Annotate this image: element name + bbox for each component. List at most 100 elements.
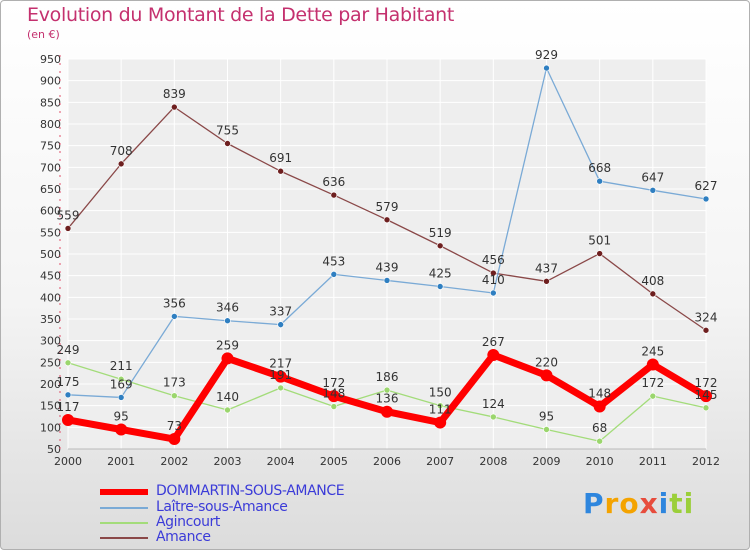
logo-letter: P: [583, 487, 605, 520]
data-point: [117, 160, 125, 168]
data-point: [64, 359, 72, 367]
y-tick-label: 500: [40, 248, 61, 261]
data-point: [436, 402, 444, 409]
data-point: [540, 369, 553, 382]
y-tick-label: 700: [40, 161, 61, 174]
y-tick-label: 950: [40, 53, 61, 66]
y-tick-label: 200: [40, 378, 61, 391]
y-tick-label: 850: [40, 96, 61, 109]
y-tick-label: 750: [40, 140, 61, 153]
legend-label: Amance: [156, 529, 211, 545]
data-label: 437: [535, 261, 558, 275]
data-label: 929: [535, 48, 558, 62]
y-tick-label: 800: [40, 118, 61, 131]
data-label: 839: [163, 87, 186, 101]
x-tick-label: 2009: [533, 455, 561, 468]
y-tick-label: 350: [40, 313, 61, 326]
data-point: [434, 416, 447, 429]
data-label: 217: [269, 357, 292, 371]
data-point: [168, 433, 181, 446]
y-tick-label: 100: [40, 421, 61, 434]
logo-letter: i: [658, 487, 670, 520]
proxiti-logo: Proxiti: [583, 487, 694, 520]
legend-label: DOMMARTIN-SOUS-AMANCE: [156, 483, 345, 499]
x-tick-label: 2007: [426, 455, 454, 468]
data-point: [490, 269, 497, 277]
data-label: 456: [482, 253, 505, 267]
data-point: [381, 405, 393, 418]
data-label: 755: [216, 124, 239, 138]
y-tick-label: 900: [40, 75, 61, 88]
data-point: [593, 400, 606, 413]
y-tick-label: 450: [40, 270, 61, 283]
data-point: [490, 289, 497, 297]
y-tick-label: 300: [40, 335, 61, 348]
data-point: [330, 403, 338, 410]
x-tick-label: 2001: [107, 455, 135, 468]
data-point: [649, 187, 657, 194]
data-label: 425: [429, 267, 452, 281]
data-point: [646, 358, 659, 371]
data-label: 172: [322, 376, 345, 390]
data-label: 95: [539, 410, 554, 424]
legend-swatch: [100, 507, 148, 509]
data-point: [702, 326, 710, 334]
data-label: 356: [163, 296, 186, 310]
data-label: 148: [322, 387, 345, 401]
data-point: [277, 167, 284, 175]
data-point: [702, 195, 710, 203]
data-label: 636: [322, 175, 345, 189]
x-tick-label: 2006: [373, 455, 401, 468]
data-point: [117, 394, 125, 401]
data-label: 453: [322, 254, 345, 268]
x-tick-label: 2008: [479, 455, 507, 468]
x-tick-label: 2011: [639, 455, 667, 468]
data-point: [330, 271, 338, 278]
data-point: [543, 64, 550, 72]
data-label: 136: [376, 392, 399, 406]
data-label: 691: [269, 151, 292, 165]
x-tick-label: 2012: [692, 455, 720, 468]
data-label: 267: [482, 335, 505, 349]
data-point: [543, 426, 550, 433]
y-tick-label: 550: [40, 226, 61, 239]
data-point: [115, 423, 128, 436]
data-label: 559: [57, 208, 80, 222]
logo-letter: i: [683, 487, 695, 520]
data-label: 519: [429, 226, 452, 240]
data-label: 172: [695, 376, 718, 390]
data-point: [383, 386, 391, 394]
data-label: 668: [588, 161, 611, 175]
data-point: [596, 177, 603, 185]
data-label: 173: [163, 376, 186, 390]
data-point: [64, 225, 72, 232]
logo-letter: x: [639, 487, 659, 520]
data-label: 245: [641, 345, 664, 359]
x-tick-label: 2000: [54, 455, 82, 468]
data-label: 117: [57, 400, 80, 414]
unit-label: (en €): [27, 28, 60, 41]
data-label: 346: [216, 301, 239, 315]
data-point: [327, 390, 340, 403]
data-point: [171, 392, 178, 400]
data-label: 439: [376, 260, 399, 274]
data-point: [224, 406, 231, 414]
x-tick-label: 2010: [586, 455, 614, 468]
data-label: 211: [110, 359, 133, 373]
data-label: 220: [535, 355, 558, 369]
data-point: [490, 413, 497, 421]
legend-swatch: [100, 522, 148, 524]
data-point: [171, 313, 178, 320]
data-point: [224, 140, 231, 147]
data-label: 145: [695, 388, 718, 402]
data-label: 68: [592, 421, 607, 435]
data-point: [596, 250, 603, 257]
data-label: 410: [482, 273, 505, 287]
y-tick-label: 250: [40, 356, 61, 369]
data-point: [221, 352, 234, 365]
data-label: 169: [110, 377, 133, 391]
data-label: 337: [269, 305, 292, 319]
data-point: [649, 290, 657, 298]
x-tick-label: 2002: [160, 455, 188, 468]
data-label: 150: [429, 386, 452, 400]
